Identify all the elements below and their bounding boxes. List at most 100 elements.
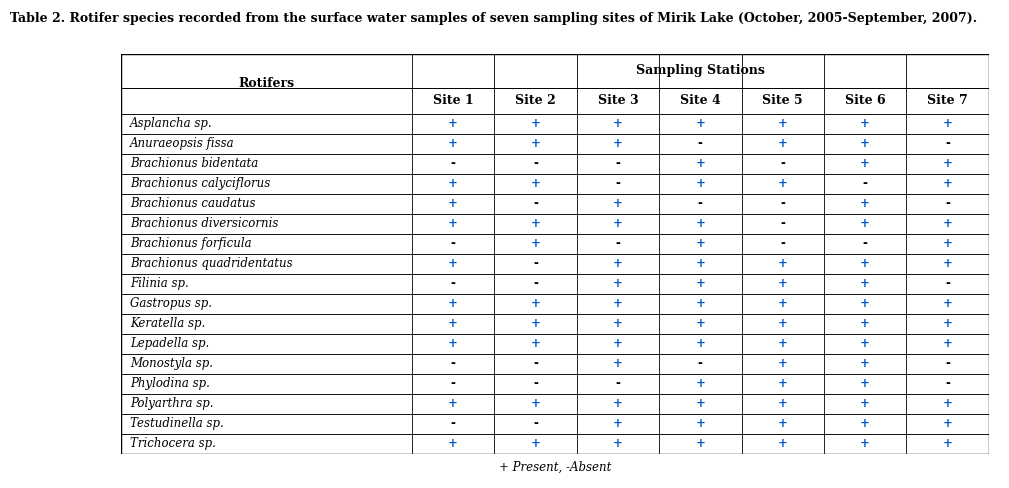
Text: +: + [695,257,705,270]
Text: -: - [533,417,538,430]
Text: -: - [533,377,538,390]
Text: +: + [942,257,952,270]
Text: +: + [861,257,870,270]
Text: -: - [945,377,950,390]
Text: Table 2. Rotifer species recorded from the surface water samples of seven sampli: Table 2. Rotifer species recorded from t… [10,12,977,25]
Bar [121,134,989,154]
Text: +: + [695,217,705,230]
Text: +: + [448,197,458,210]
Text: +: + [861,297,870,310]
Text: +: + [612,417,623,430]
Text: Rotifers: Rotifers [238,77,295,90]
Text: +: + [942,437,952,450]
Text: -: - [945,197,950,210]
Text: +: + [612,117,623,130]
Text: +: + [942,177,952,190]
Text: -: - [780,157,785,170]
Text: -: - [615,177,621,190]
Text: Brachionus calyciflorus: Brachionus calyciflorus [130,177,270,190]
Text: -: - [698,357,702,370]
Text: +: + [778,297,788,310]
Bar [121,294,989,314]
Text: +: + [695,337,705,350]
Bar [121,374,989,394]
Text: +: + [612,337,623,350]
Text: -: - [780,237,785,250]
Text: +: + [448,297,458,310]
Text: +: + [531,317,541,330]
Text: -: - [945,357,950,370]
Text: Gastropus sp.: Gastropus sp. [130,297,212,310]
Text: Site 7: Site 7 [927,94,968,107]
Text: Brachionus quadridentatus: Brachionus quadridentatus [130,257,293,270]
Bar [121,254,989,274]
Text: +: + [778,337,788,350]
Text: Sampling Stations: Sampling Stations [636,64,765,77]
Text: +: + [778,357,788,370]
Text: Filinia sp.: Filinia sp. [130,277,189,290]
Text: +: + [448,217,458,230]
Text: +: + [695,237,705,250]
Text: +: + [778,317,788,330]
Text: +: + [695,117,705,130]
Text: +: + [861,317,870,330]
Bar [121,234,989,254]
Text: +: + [778,377,788,390]
Text: -: - [615,237,621,250]
Text: +: + [531,397,541,410]
Text: +: + [778,117,788,130]
Bar [121,154,989,174]
Text: +: + [861,277,870,290]
Text: +: + [861,217,870,230]
Bar [121,434,989,454]
Text: +: + [778,277,788,290]
Text: Asplancha sp.: Asplancha sp. [130,117,212,130]
Text: +: + [695,437,705,450]
Text: +: + [612,397,623,410]
Text: -: - [698,137,702,150]
Text: +: + [531,217,541,230]
Bar [121,54,989,88]
Text: +: + [448,317,458,330]
Text: +: + [861,337,870,350]
Text: +: + [778,437,788,450]
Text: -: - [863,237,868,250]
Text: Brachionus diversicornis: Brachionus diversicornis [130,217,278,230]
Text: -: - [451,157,455,170]
Text: + Present, -Absent: + Present, -Absent [498,460,611,473]
Text: +: + [612,437,623,450]
Text: +: + [942,217,952,230]
Text: +: + [861,417,870,430]
Text: +: + [695,157,705,170]
Text: -: - [615,157,621,170]
Text: +: + [531,237,541,250]
Text: +: + [448,437,458,450]
Bar [121,334,989,354]
Text: Trichocera sp.: Trichocera sp. [130,437,216,450]
Text: +: + [531,177,541,190]
Text: -: - [615,377,621,390]
Bar [121,88,989,114]
Text: +: + [695,277,705,290]
Text: +: + [942,317,952,330]
Text: +: + [861,397,870,410]
Bar [121,114,989,134]
Bar [121,394,989,414]
Text: +: + [448,137,458,150]
Text: +: + [861,357,870,370]
Text: +: + [448,337,458,350]
Text: +: + [448,117,458,130]
Text: +: + [861,157,870,170]
Text: +: + [612,217,623,230]
Text: Site 4: Site 4 [680,94,720,107]
Text: Phylodina sp.: Phylodina sp. [130,377,210,390]
Text: +: + [612,357,623,370]
Text: Site 5: Site 5 [763,94,803,107]
Text: Site 1: Site 1 [433,94,473,107]
Text: +: + [612,317,623,330]
Text: -: - [533,277,538,290]
Text: +: + [612,197,623,210]
Text: Brachionus bidentata: Brachionus bidentata [130,157,258,170]
Text: Lepadella sp.: Lepadella sp. [130,337,209,350]
Text: Anuraeopsis fissa: Anuraeopsis fissa [130,137,234,150]
